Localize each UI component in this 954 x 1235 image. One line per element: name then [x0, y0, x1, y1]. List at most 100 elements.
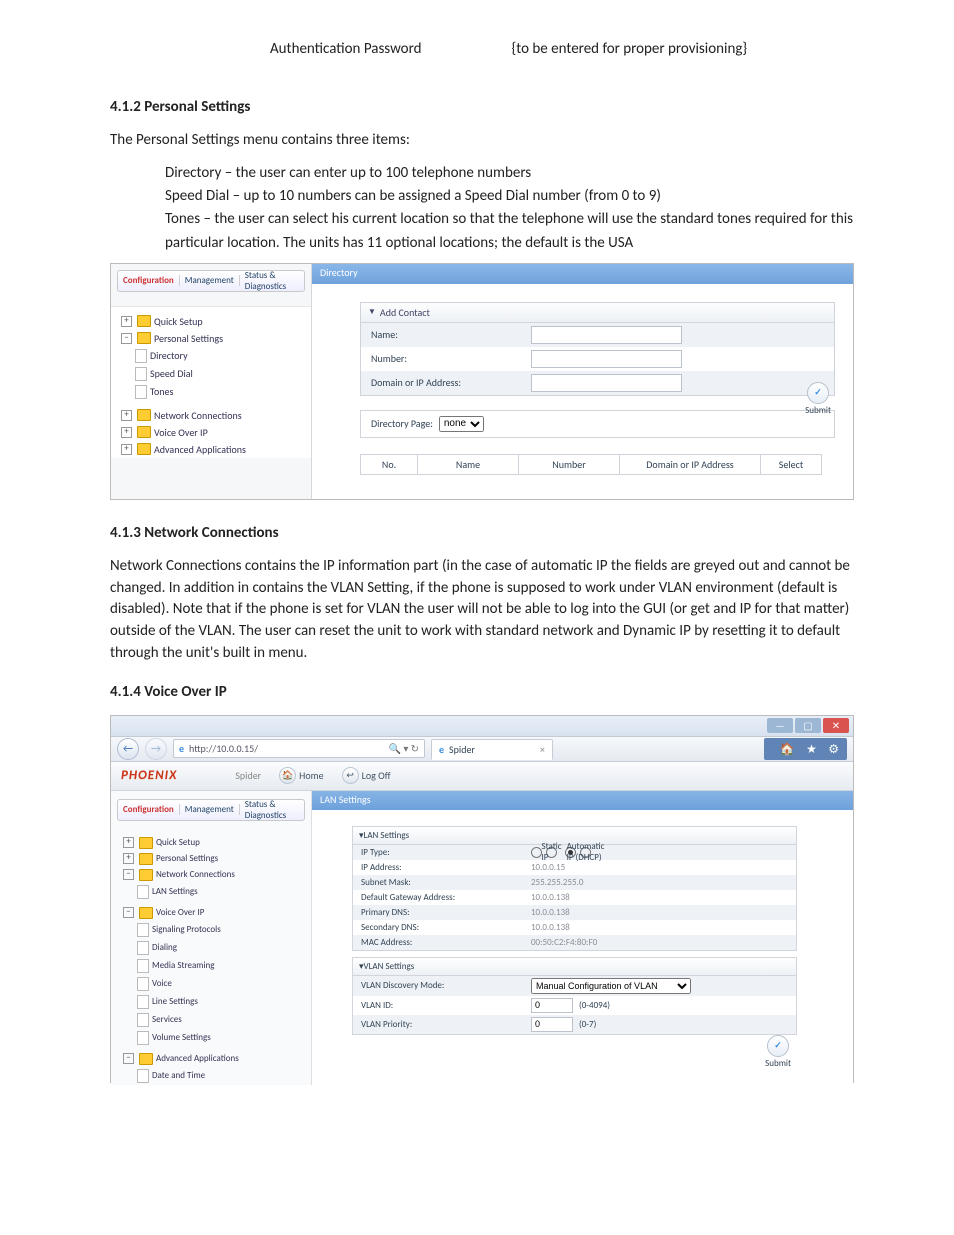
- forward-button[interactable]: →: [145, 738, 167, 760]
- value-ipaddr: 10.0.0.15: [531, 862, 691, 873]
- label-dns2: Secondary DNS:: [361, 922, 531, 933]
- browser-tab[interactable]: e Spider×: [431, 739, 553, 760]
- auth-label: Authentication Password: [270, 40, 422, 58]
- submit-button[interactable]: ✓Submit: [765, 1035, 791, 1069]
- label-number: Number:: [371, 352, 531, 365]
- favorites-icon[interactable]: ★: [806, 743, 817, 757]
- minimize-button[interactable]: —: [767, 718, 793, 733]
- input-vlan-id[interactable]: [531, 998, 573, 1013]
- auth-value: {to be entered for proper provisioning}: [512, 40, 748, 58]
- label-vlan-id: VLAN ID:: [361, 1000, 531, 1011]
- tree-tones[interactable]: Tones: [135, 383, 307, 401]
- check-icon: ✓: [767, 1035, 789, 1057]
- select-vlan-mode[interactable]: Manual Configuration of VLAN: [531, 978, 691, 994]
- tree-datetime[interactable]: Date and Time: [137, 1067, 307, 1085]
- heading-414: 4.1.4 Voice Over IP: [110, 683, 854, 701]
- value-dns1: 10.0.0.138: [531, 907, 691, 918]
- select-directory-page[interactable]: none: [439, 416, 484, 432]
- tree-services[interactable]: Services: [137, 1011, 307, 1029]
- panel-title: LAN Settings: [312, 791, 853, 810]
- tree-speed-dial[interactable]: Speed Dial: [135, 365, 307, 383]
- label-name: Name:: [371, 328, 531, 341]
- tree-quick-setup[interactable]: +Quick Setup: [123, 835, 307, 851]
- tree-personal-settings[interactable]: −Personal Settings: [121, 330, 307, 347]
- tree-signaling[interactable]: Signaling Protocols: [137, 921, 307, 939]
- maximize-button[interactable]: ▢: [795, 718, 821, 733]
- tab-management[interactable]: Management: [180, 804, 240, 815]
- range-vlan-pri: (0-7): [579, 1019, 596, 1030]
- label-mac: MAC Address:: [361, 937, 531, 948]
- window-titlebar: — ▢ ✕: [111, 716, 853, 737]
- bullet-tones: Tones – the user can select his current …: [165, 208, 854, 255]
- value-gw: 10.0.0.138: [531, 892, 691, 903]
- heading-412: 4.1.2 Personal Settings: [110, 98, 854, 116]
- logoff-icon: ↩: [342, 767, 359, 784]
- check-icon: ✓: [807, 382, 829, 404]
- tree-advanced[interactable]: −Advanced Applications: [123, 1051, 307, 1067]
- product-name: Spider: [235, 769, 261, 782]
- close-button[interactable]: ✕: [823, 718, 849, 733]
- value-mac: 00:50:C2:F4:80:F0: [531, 937, 691, 948]
- tree-directory[interactable]: Directory: [135, 347, 307, 365]
- brand-logo: PHOENIX: [121, 768, 177, 783]
- range-vlan-id: (0-4094): [579, 1000, 610, 1011]
- label-vlan-mode: VLAN Discovery Mode:: [361, 980, 531, 991]
- directory-table-header: No. Name Number Domain or IP Address Sel…: [360, 454, 835, 475]
- tree-advanced-apps[interactable]: +Advanced Applications: [121, 441, 307, 458]
- gear-icon[interactable]: ⚙: [828, 743, 839, 757]
- label-directory-page: Directory Page:: [371, 417, 433, 430]
- tree-voip[interactable]: −Voice Over IP: [123, 905, 307, 921]
- para-412-lead: The Personal Settings menu contains thre…: [110, 130, 854, 152]
- logoff-link[interactable]: ↩Log Off: [342, 767, 391, 784]
- home-link[interactable]: 🏠Home: [279, 767, 323, 784]
- home-icon: 🏠: [279, 767, 296, 784]
- tab-management[interactable]: Management: [180, 275, 240, 286]
- tree-network-connections[interactable]: −Network Connections: [123, 867, 307, 883]
- tree-voice[interactable]: Voice: [137, 975, 307, 993]
- close-icon[interactable]: ×: [540, 743, 545, 756]
- tree-quick-setup[interactable]: +Quick Setup: [121, 313, 307, 330]
- vlan-group[interactable]: ▾VLAN Settings: [353, 958, 796, 976]
- tree-voip[interactable]: +Voice Over IP: [121, 424, 307, 441]
- tab-configuration[interactable]: Configuration: [118, 804, 180, 815]
- panel-add-contact[interactable]: ▼Add Contact: [361, 303, 834, 323]
- heading-413: 4.1.3 Network Connections: [110, 524, 854, 542]
- input-vlan-pri[interactable]: [531, 1017, 573, 1032]
- chevron-down-icon: ▼: [368, 307, 376, 317]
- radio-static[interactable]: Static IP: [531, 847, 557, 858]
- para-413: Network Connections contains the IP info…: [110, 556, 854, 665]
- label-gw: Default Gateway Address:: [361, 892, 531, 903]
- submit-button[interactable]: ✓Submit: [805, 382, 831, 416]
- ie-icon: e: [439, 743, 444, 756]
- input-number[interactable]: [531, 350, 682, 368]
- tab-status[interactable]: Status & Diagnostics: [240, 799, 304, 821]
- label-vlan-pri: VLAN Priority:: [361, 1019, 531, 1030]
- value-mask: 255.255.255.0: [531, 877, 691, 888]
- screenshot-directory: Configuration Management Status & Diagno…: [110, 263, 854, 500]
- label-iptype: IP Type:: [361, 847, 531, 858]
- tab-configuration[interactable]: Configuration: [118, 275, 180, 286]
- tree-volume[interactable]: Volume Settings: [137, 1029, 307, 1047]
- screenshot-lan-settings: — ▢ ✕ ← → e http://10.0.0.15/ 🔍 ▾ ↻ e Sp…: [110, 715, 854, 1083]
- tree-lan[interactable]: LAN Settings: [137, 883, 307, 901]
- radio-auto[interactable]: Automatic IP (DHCP): [565, 847, 591, 858]
- label-mask: Subnet Mask:: [361, 877, 531, 888]
- tab-status[interactable]: Status & Diagnostics: [240, 270, 304, 292]
- input-name[interactable]: [531, 326, 682, 344]
- back-button[interactable]: ←: [117, 738, 139, 760]
- address-bar[interactable]: e http://10.0.0.15/ 🔍 ▾ ↻: [173, 739, 425, 758]
- home-icon[interactable]: 🏠: [780, 743, 795, 757]
- tree-media[interactable]: Media Streaming: [137, 957, 307, 975]
- bullet-directory: Directory – the user can enter up to 100…: [165, 162, 854, 185]
- tree-line[interactable]: Line Settings: [137, 993, 307, 1011]
- ie-icon: e: [179, 742, 184, 755]
- label-dns1: Primary DNS:: [361, 907, 531, 918]
- label-domain: Domain or IP Address:: [371, 376, 531, 389]
- input-domain[interactable]: [531, 374, 682, 392]
- bullet-speed-dial: Speed Dial – up to 10 numbers can be ass…: [165, 185, 854, 208]
- panel-title: Directory: [312, 264, 853, 284]
- label-ipaddr: IP Address:: [361, 862, 531, 873]
- tree-dialing[interactable]: Dialing: [137, 939, 307, 957]
- tree-personal-settings[interactable]: +Personal Settings: [123, 851, 307, 867]
- tree-network-connections[interactable]: +Network Connections: [121, 407, 307, 424]
